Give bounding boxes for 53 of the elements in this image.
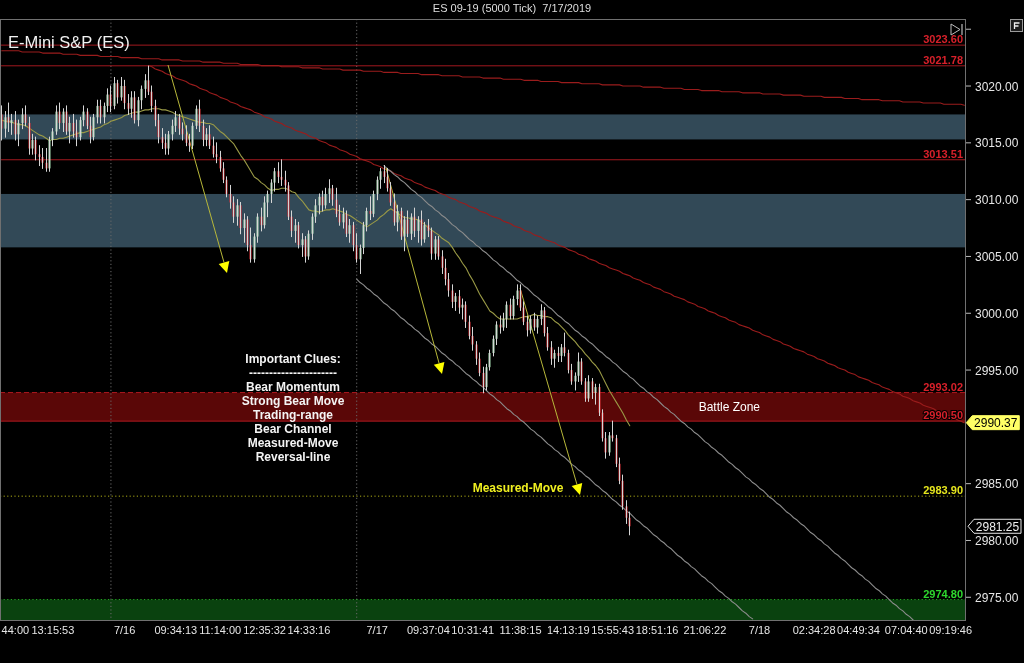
data-label: 2990.37 <box>974 416 1018 431</box>
chart-title: ES 09-19 (5000 Tick) 7/17/2019 <box>432 2 592 14</box>
line-series <box>147 65 965 424</box>
ref-line-label: 2993.02 <box>923 380 963 393</box>
y-tick-label: 2995.00 <box>975 363 1019 378</box>
x-tick-label: 14:33:16 <box>287 624 331 636</box>
ref-line-label: 3013.51 <box>923 147 963 160</box>
x-tick-label: 11:14:00 <box>199 624 242 636</box>
y-tick-label: 2975.00 <box>975 590 1019 605</box>
x-tick-label: 12:35:32 <box>243 624 286 636</box>
x-tick-label: 15:55:43 <box>591 624 635 636</box>
x-tick-label: 7/17 <box>366 624 388 636</box>
x-tick-label: 7/16 <box>113 624 136 636</box>
x-tick-label: 14:13:19 <box>546 624 590 636</box>
x-tick-label: 09:37:04 <box>406 624 450 636</box>
x-tick-label: 09:19:46 <box>929 624 973 636</box>
x-tick-label: 10:31:41 <box>451 624 495 636</box>
x-tick-label: 44:00 <box>1 624 30 636</box>
annotation: Bear Channel <box>254 422 332 436</box>
text: E-Mini S&P (ES) <box>8 33 130 51</box>
x-tick-label: 7/18 <box>748 624 771 636</box>
x-tick-label: 07:04:40 <box>884 624 928 636</box>
y-tick-label: 3000.00 <box>975 306 1019 321</box>
ref-line-label: 2990.50 <box>923 409 963 422</box>
x-tick-label: 21:06:22 <box>683 624 727 636</box>
x-tick-label: 04:49:34 <box>837 624 880 636</box>
annotation: Reversal-line <box>255 450 331 464</box>
ref-line-label: 3023.60 <box>923 33 963 46</box>
y-tick-label: 2985.00 <box>975 477 1019 492</box>
band-label: Battle Zone <box>698 399 761 414</box>
ref-line-label: 2983.90 <box>923 484 963 497</box>
annotation: Measured-Move <box>472 481 564 496</box>
annotation: Bear Momentum <box>245 380 341 394</box>
y-tick-label: 3005.00 <box>975 249 1019 264</box>
annotation: Strong Bear Move <box>241 394 345 408</box>
ref-line-label: 2974.80 <box>923 587 963 600</box>
annotation: Important Clues: <box>245 352 341 366</box>
x-tick-label: 18:51:16 <box>635 624 679 636</box>
x-tick-label: 13:15:53 <box>31 624 75 636</box>
line-series <box>1 50 965 106</box>
annotation: Trading-range <box>252 408 334 422</box>
annotation: ---------------------- <box>249 366 337 380</box>
text: 2981.25 <box>975 519 1020 534</box>
y-tick-label: 3010.00 <box>975 193 1019 208</box>
x-tick-label: 02:34:28 <box>792 624 836 636</box>
x-tick-label: 09:34:13 <box>154 624 198 636</box>
ref-line-label: 3021.78 <box>923 53 963 66</box>
y-tick-label: 2980.00 <box>975 533 1019 548</box>
annotation: Measured-Move <box>247 436 339 450</box>
y-tick-label: 3020.00 <box>975 79 1019 94</box>
y-tick-label: 3015.00 <box>975 136 1019 151</box>
x-tick-label: 11:38:15 <box>499 624 542 636</box>
line-series <box>383 165 914 620</box>
